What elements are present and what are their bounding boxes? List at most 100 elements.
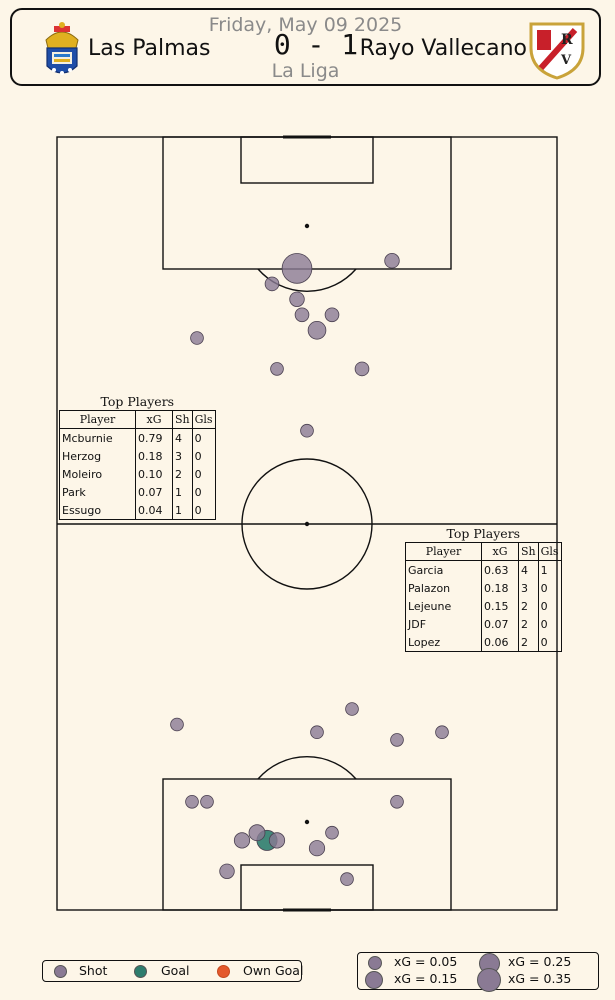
player-name: Lopez	[405, 633, 482, 652]
player-xg: 0.06	[481, 633, 519, 652]
top-six-yard-box	[240, 136, 374, 184]
legend-own-goal-marker	[217, 965, 230, 978]
legend-goal-label: Goal	[161, 963, 190, 978]
player-shots: 2	[518, 597, 539, 615]
home-table-title: Top Players	[100, 394, 175, 409]
player-name: Garcia	[405, 560, 482, 579]
player-xg: 0.15	[481, 597, 519, 615]
player-row: Lejeune 0.15 2 0	[405, 597, 562, 615]
player-xg: 0.18	[135, 447, 173, 465]
match-header: Las Palmas Friday, May 09 2025 0 - 1 La …	[10, 8, 601, 86]
shot-type-legend: Shot Goal Own Goal	[42, 960, 304, 982]
legend-xg-015-label: xG = 0.15	[394, 971, 458, 986]
player-row: Mcburnie 0.79 4 0	[59, 428, 216, 447]
legend-xg-005-label: xG = 0.05	[394, 954, 458, 969]
player-shots: 2	[518, 633, 539, 652]
player-shots: 4	[172, 428, 193, 447]
col-player: Player	[59, 410, 136, 429]
competition-name: La Liga	[271, 60, 340, 82]
shot-marker	[354, 361, 370, 377]
bottom-six-yard-box	[240, 864, 374, 911]
shot-marker	[390, 733, 404, 747]
shot-marker	[185, 794, 199, 809]
shot-marker	[307, 320, 327, 340]
player-xg: 0.18	[481, 579, 519, 597]
player-name: JDF	[405, 615, 482, 633]
col-xg: xG	[135, 410, 173, 429]
shot-marker	[345, 702, 359, 716]
match-score: 0 - 1	[273, 28, 359, 61]
player-shots: 1	[172, 483, 193, 501]
away-table-title: Top Players	[446, 526, 521, 541]
legend-xg-035-label: xG = 0.35	[508, 971, 572, 986]
player-goals: 0	[537, 597, 562, 615]
shot-marker	[248, 824, 266, 842]
shot-marker	[289, 291, 305, 308]
shot-marker	[233, 832, 251, 849]
shot-marker	[324, 307, 340, 323]
svg-text:V: V	[560, 53, 572, 68]
player-goals: 0	[191, 447, 216, 465]
player-shots: 3	[172, 447, 193, 465]
shot-marker	[390, 794, 404, 809]
player-shots: 2	[172, 465, 193, 483]
player-goals: 0	[537, 633, 562, 652]
shots-layer	[170, 253, 449, 886]
player-name: Park	[59, 483, 136, 501]
player-name: Essugo	[59, 501, 136, 520]
bottom-penalty-arc	[257, 756, 357, 780]
player-goals: 0	[537, 579, 562, 597]
col-xg: xG	[481, 542, 519, 561]
legend-own-goal-label: Own Goal	[243, 963, 304, 978]
legend-xg-005-marker	[368, 956, 382, 970]
top-penalty-area	[162, 136, 452, 270]
col-player: Player	[405, 542, 482, 561]
player-goals: 0	[191, 501, 216, 520]
player-row: Moleiro 0.10 2 0	[59, 465, 216, 483]
player-name: Lejeune	[405, 597, 482, 615]
rayo-vallecano-crest-icon: R V	[529, 22, 585, 80]
player-shots: 1	[172, 501, 193, 520]
home-top-players-table: Top Players Player xG Sh Gls Mcburnie 0.7…	[59, 394, 216, 520]
match-date: Friday, May 09 2025	[208, 14, 403, 36]
player-shots: 2	[518, 615, 539, 633]
las-palmas-crest-icon	[45, 22, 79, 75]
shot-marker	[270, 362, 284, 376]
player-name: Moleiro	[59, 465, 136, 483]
shot-marker	[300, 423, 314, 438]
centre-circle	[241, 458, 373, 590]
player-name: Palazon	[405, 579, 482, 597]
player-name: Mcburnie	[59, 428, 136, 447]
player-xg: 0.04	[135, 501, 173, 520]
player-goals: 0	[537, 615, 562, 633]
player-goals: 1	[537, 560, 562, 579]
player-xg: 0.79	[135, 428, 173, 447]
col-goals: Gls	[191, 410, 216, 429]
legend-goal-marker	[134, 965, 147, 978]
player-row: Lopez 0.06 2 0	[405, 633, 562, 652]
legend-xg-015-marker	[365, 971, 383, 989]
player-row: Essugo 0.04 1 0	[59, 501, 216, 520]
player-xg: 0.63	[481, 560, 519, 579]
centre-spot	[304, 521, 310, 527]
away-team-name: Rayo Vallecano	[359, 36, 527, 61]
player-row: Herzog 0.18 3 0	[59, 447, 216, 465]
bottom-penalty-spot	[304, 819, 310, 825]
shot-marker	[325, 825, 339, 840]
shot-marker	[200, 794, 214, 809]
player-shots: 4	[518, 560, 539, 579]
shot-marker	[384, 253, 400, 269]
shot-marker	[435, 725, 449, 739]
shot-marker	[310, 725, 324, 739]
col-goals: Gls	[537, 542, 562, 561]
player-row: Palazon 0.18 3 0	[405, 579, 562, 597]
legend-shot-marker	[54, 965, 67, 978]
player-name: Herzog	[59, 447, 136, 465]
shot-marker	[340, 872, 354, 886]
player-xg: 0.07	[481, 615, 519, 633]
shot-marker	[308, 840, 326, 857]
shot-marker	[264, 276, 280, 292]
home-team-name: Las Palmas	[88, 36, 211, 61]
player-shots: 3	[518, 579, 539, 597]
